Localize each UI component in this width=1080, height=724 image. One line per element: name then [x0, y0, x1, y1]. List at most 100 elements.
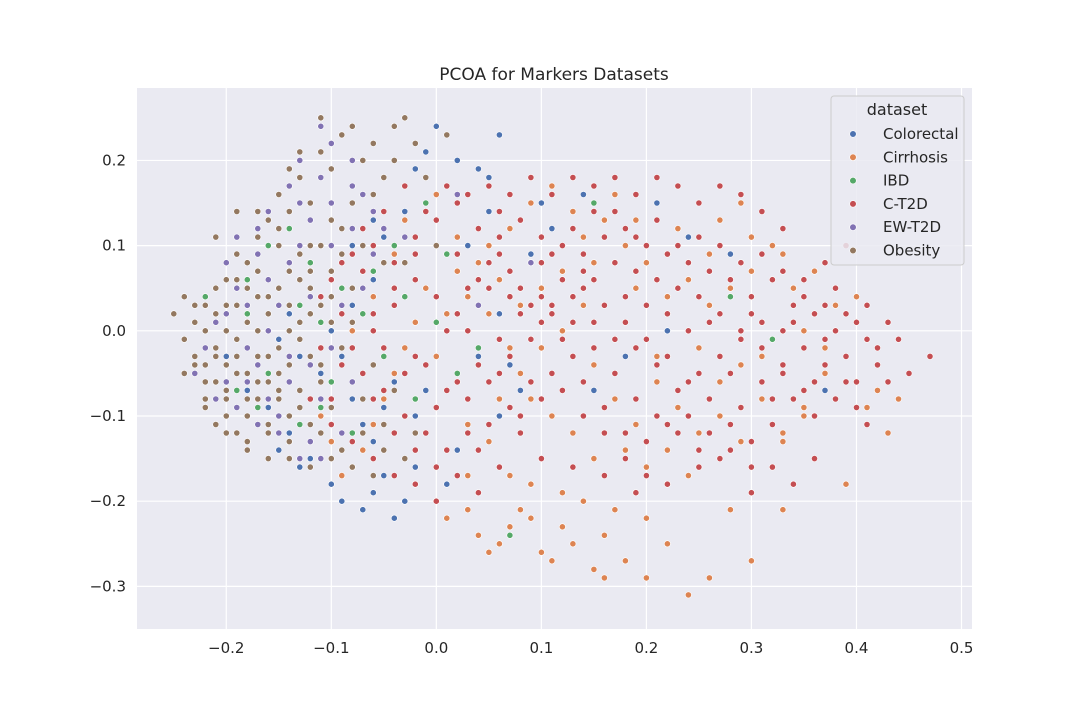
data-point — [737, 404, 745, 411]
data-point — [506, 523, 514, 531]
data-point — [306, 438, 314, 445]
data-point — [264, 429, 272, 437]
data-point — [548, 557, 556, 565]
data-point — [895, 395, 902, 403]
data-point — [285, 165, 293, 173]
data-point — [727, 369, 734, 377]
data-point — [790, 395, 797, 403]
y-tick-label: −0.1 — [90, 407, 126, 425]
data-point — [800, 412, 808, 420]
data-point — [538, 199, 545, 207]
x-tick-label: 0.2 — [634, 639, 658, 657]
data-point — [317, 114, 325, 122]
data-point — [390, 386, 398, 394]
data-point — [222, 361, 230, 369]
data-point — [359, 395, 367, 403]
data-point — [538, 455, 545, 462]
data-point — [348, 344, 356, 352]
data-point — [338, 446, 346, 454]
data-point — [842, 378, 850, 386]
data-point — [264, 369, 272, 377]
data-point — [422, 429, 430, 437]
data-point — [422, 199, 430, 207]
data-point — [538, 318, 545, 326]
data-point — [527, 199, 535, 207]
data-point — [622, 352, 629, 360]
data-point — [453, 191, 461, 198]
data-point — [327, 318, 335, 326]
data-point — [285, 429, 293, 437]
data-point — [495, 463, 503, 471]
data-point — [653, 174, 661, 181]
data-point — [548, 191, 556, 198]
data-point — [716, 310, 724, 318]
data-point — [485, 421, 493, 428]
data-point — [285, 267, 293, 275]
data-point — [580, 284, 587, 292]
data-point — [758, 318, 766, 326]
data-point — [338, 429, 346, 437]
data-point — [495, 208, 503, 215]
data-point — [222, 378, 230, 386]
data-point — [233, 335, 241, 343]
data-point — [495, 395, 503, 403]
data-point — [390, 514, 398, 522]
data-point — [769, 463, 776, 471]
data-point — [243, 318, 251, 326]
data-point — [233, 276, 241, 284]
data-point — [170, 310, 178, 318]
data-point — [706, 574, 713, 582]
data-point — [643, 514, 650, 522]
data-point — [243, 395, 251, 403]
data-point — [390, 369, 398, 377]
data-point — [191, 301, 199, 309]
data-point — [401, 293, 409, 301]
data-point — [359, 225, 367, 232]
data-point — [233, 250, 241, 258]
data-point — [380, 446, 388, 454]
data-point — [390, 156, 398, 164]
data-point — [643, 438, 650, 445]
data-point — [285, 378, 293, 386]
data-point — [674, 429, 682, 437]
data-point — [453, 446, 461, 454]
data-point — [758, 395, 766, 403]
data-point — [590, 182, 598, 190]
data-point — [517, 284, 524, 292]
data-point — [369, 361, 377, 369]
data-point — [233, 208, 241, 215]
data-point — [233, 352, 241, 360]
data-point — [401, 216, 409, 224]
data-point — [485, 378, 493, 386]
series-ew-t2d — [191, 122, 535, 462]
data-point — [485, 182, 493, 190]
data-point — [664, 480, 671, 488]
data-point — [832, 284, 839, 292]
legend-label: C-T2D — [883, 195, 928, 213]
data-point — [653, 352, 661, 360]
data-point — [485, 174, 493, 181]
data-point — [411, 412, 419, 420]
data-point — [348, 122, 356, 130]
data-point — [664, 250, 671, 258]
data-point — [348, 284, 356, 292]
data-point — [580, 250, 587, 258]
data-point — [369, 327, 377, 335]
data-point — [716, 182, 724, 190]
data-point — [432, 463, 440, 471]
data-point — [285, 310, 293, 318]
data-point — [338, 310, 346, 318]
data-point — [842, 352, 850, 360]
data-point — [348, 395, 356, 403]
data-point — [275, 301, 283, 309]
data-point — [821, 259, 829, 267]
data-point — [643, 335, 650, 343]
data-point — [264, 276, 272, 284]
data-point — [758, 344, 766, 352]
data-point — [285, 259, 293, 267]
data-point — [422, 386, 430, 394]
data-point — [506, 531, 514, 539]
x-tick-label: 0.5 — [950, 639, 974, 657]
data-point — [390, 301, 398, 309]
data-point — [317, 455, 325, 462]
